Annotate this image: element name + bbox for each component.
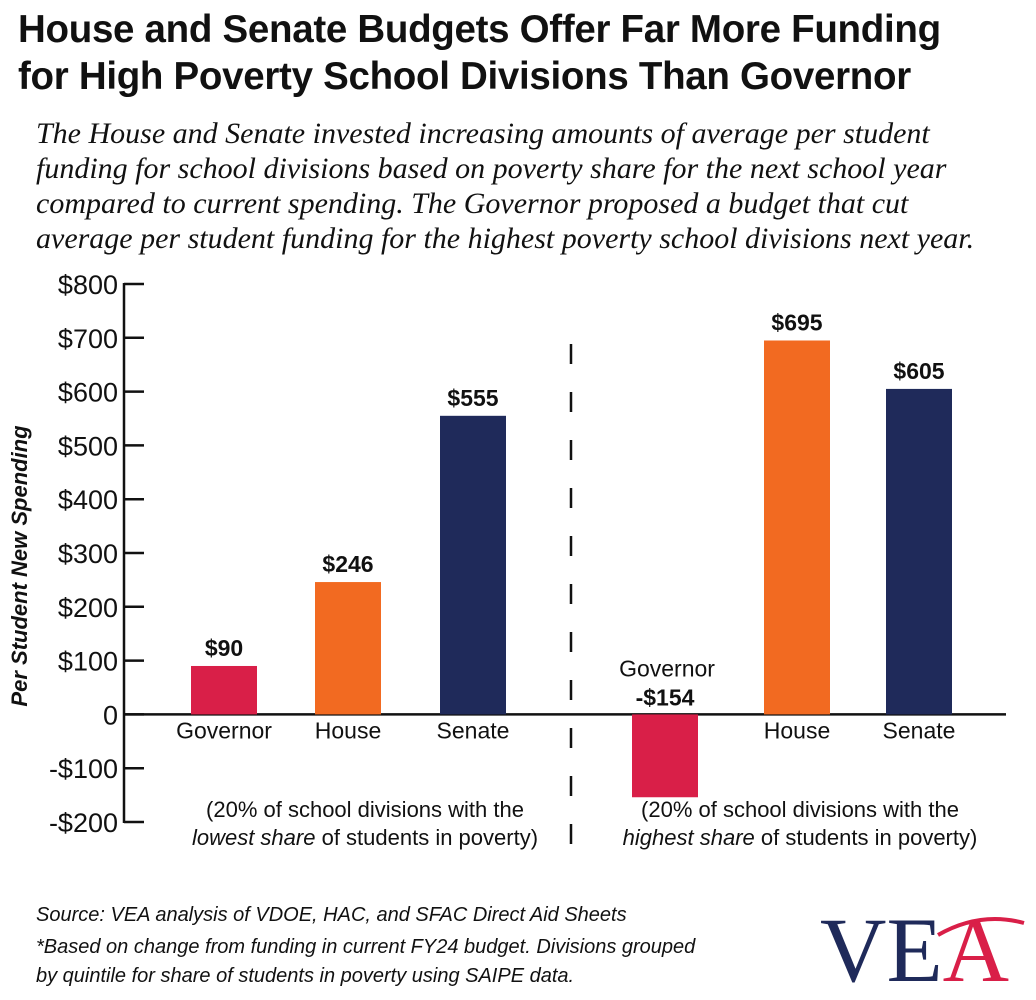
group-caption-line-2: highest share of students in poverty) xyxy=(623,825,978,850)
y-tick-label: $700 xyxy=(58,324,118,354)
logo-swoosh xyxy=(937,917,1025,937)
y-tick-label: $600 xyxy=(58,378,118,408)
bar xyxy=(886,388,952,715)
group-caption-rest: of students in poverty) xyxy=(315,825,538,850)
category-label: Governor xyxy=(176,717,272,743)
bar xyxy=(191,665,257,715)
bar-chart: $800 $700 $600 $500 $400 $300 $200 $100 0 -$100 -$… xyxy=(7,270,1006,855)
y-tick-label: 0 xyxy=(103,700,118,730)
subtitle-line-1: The House and Senate invested increasing… xyxy=(36,117,930,150)
group-caption-line-1: (20% of school divisions with the xyxy=(641,797,959,822)
subtitle-line-2: funding for school divisions based on po… xyxy=(36,152,947,185)
footnote-line-2: by quintile for share of students in pov… xyxy=(36,965,575,987)
y-tick-label: $800 xyxy=(58,270,118,300)
logo-letters: VE xyxy=(820,905,943,990)
group-caption-rest: of students in poverty) xyxy=(755,825,978,850)
bar-value-label: $555 xyxy=(447,385,498,411)
group-caption-emphasis: highest share xyxy=(623,825,755,850)
bar-value-label: $695 xyxy=(771,309,822,335)
bar xyxy=(440,415,506,715)
y-tick-label: -$200 xyxy=(49,808,118,838)
title-line-2: for High Poverty School Divisions Than G… xyxy=(18,55,911,98)
title-line-1: House and Senate Budgets Offer Far More … xyxy=(18,8,941,51)
category-label: House xyxy=(315,717,381,743)
group-caption-line-1: (20% of school divisions with the xyxy=(206,797,524,822)
bar xyxy=(632,714,698,798)
y-tick-label: $400 xyxy=(58,485,118,515)
y-tick-label: $500 xyxy=(58,431,118,461)
chart-title: House and Senate Budgets Offer Far More … xyxy=(18,6,1028,100)
vea-logo: VEA xyxy=(820,905,1025,990)
category-label: Senate xyxy=(437,717,510,743)
bar-value-label: $605 xyxy=(893,358,944,384)
y-tick-label: $200 xyxy=(58,593,118,623)
y-axis-title: Per Student New Spending xyxy=(7,425,32,707)
chart-subtitle: The House and Senate invested increasing… xyxy=(36,116,1026,256)
bar xyxy=(315,582,381,715)
y-tick-label: $100 xyxy=(58,647,118,677)
category-label: House xyxy=(764,717,830,743)
subtitle-line-4: average per student funding for the high… xyxy=(36,222,975,255)
bar-value-label: $246 xyxy=(322,551,373,577)
group-caption-emphasis: lowest share xyxy=(192,825,316,850)
category-label: Senate xyxy=(883,717,956,743)
logo-text: VEA xyxy=(820,905,1009,990)
y-tick-label: -$100 xyxy=(49,754,118,784)
footnote-line-1: *Based on change from funding in current… xyxy=(36,936,696,958)
source-note: Source: VEA analysis of VDOE, HAC, and S… xyxy=(36,904,627,926)
bar-value-label: -$154 xyxy=(636,684,695,710)
bar xyxy=(764,340,830,715)
y-tick-label: $300 xyxy=(58,539,118,569)
bar-value-label: $90 xyxy=(205,635,243,661)
subtitle-line-3: compared to current spending. The Govern… xyxy=(36,187,909,220)
category-label: Governor xyxy=(619,655,715,681)
group-caption-line-2: lowest share of students in poverty) xyxy=(192,825,538,850)
